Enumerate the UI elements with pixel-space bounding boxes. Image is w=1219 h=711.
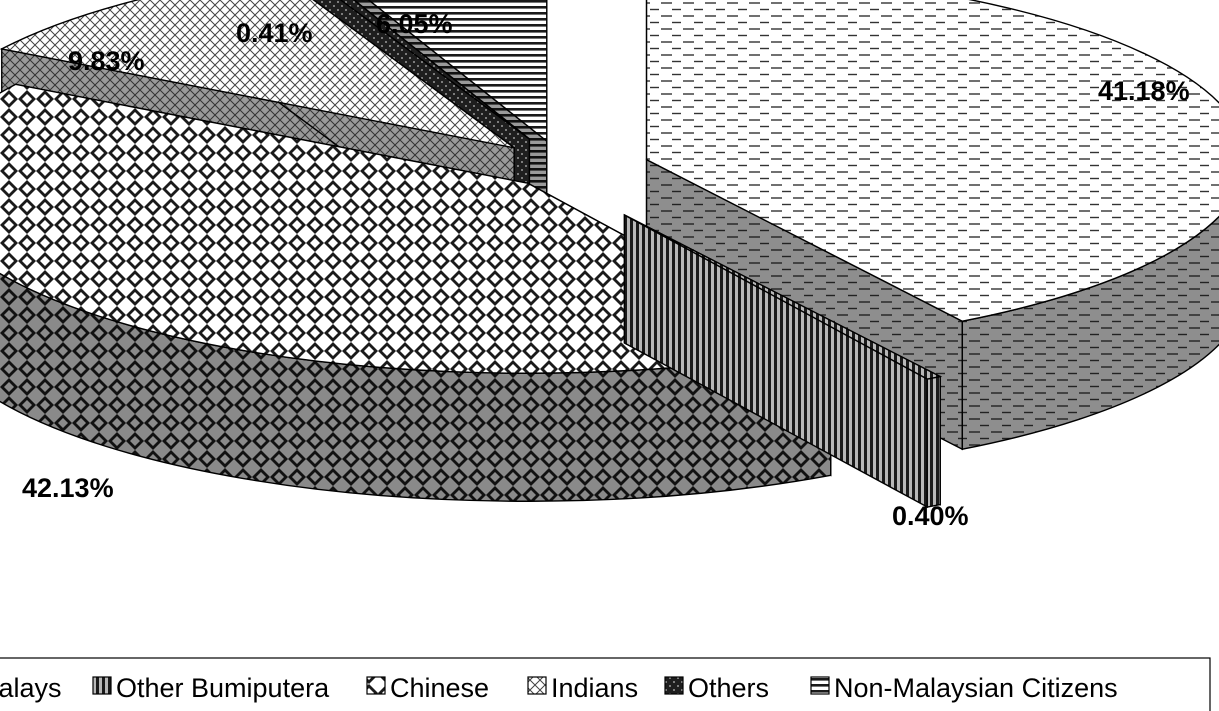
legend-label-chinese: Chinese: [390, 673, 489, 703]
slice-non-malaysian-top: [367, 0, 548, 143]
slice-chinese-top: [0, 83, 833, 374]
legend-label-other-bumiputera: Other Bumiputera: [116, 673, 330, 703]
pie-slices: [0, 0, 1219, 509]
legend-label-indians: Indians: [551, 673, 638, 703]
slice-malays-top: [645, 0, 1219, 322]
value-label-indians: 9.83%: [68, 46, 145, 76]
slice-other-bumiputera: [623, 213, 943, 509]
value-label-non-malaysian: 6.05%: [376, 9, 453, 39]
legend-swatch-other-bumiputera: [92, 676, 112, 695]
legend-label-others: Others: [688, 673, 769, 703]
value-label-chinese: 42.13%: [22, 473, 114, 503]
legend: Malays Other Bumiputera Chinese Indians …: [0, 657, 1211, 711]
value-labels: 41.18% 0.40% 42.13% 9.83% 0.41% 6.05%: [22, 9, 1190, 531]
slice-other-bumiputera-top: [624, 214, 943, 380]
legend-swatch-indians: [527, 676, 547, 695]
value-label-other-bumiputera: 0.40%: [892, 501, 969, 531]
value-label-others: 0.41%: [236, 18, 313, 48]
slice-indians-top: [0, 0, 515, 149]
legend-box: [0, 657, 1211, 711]
legend-label-non-malaysian: Non-Malaysian Citizens: [834, 673, 1118, 703]
legend-swatch-chinese: [366, 676, 386, 695]
legend-swatch-others: [664, 676, 684, 695]
slice-other-bumiputera-side: [926, 375, 941, 508]
legend-swatch-non-malaysian: [810, 676, 830, 695]
legend-label-malays: Malays: [0, 673, 62, 703]
value-label-malays: 41.18%: [1098, 76, 1190, 106]
